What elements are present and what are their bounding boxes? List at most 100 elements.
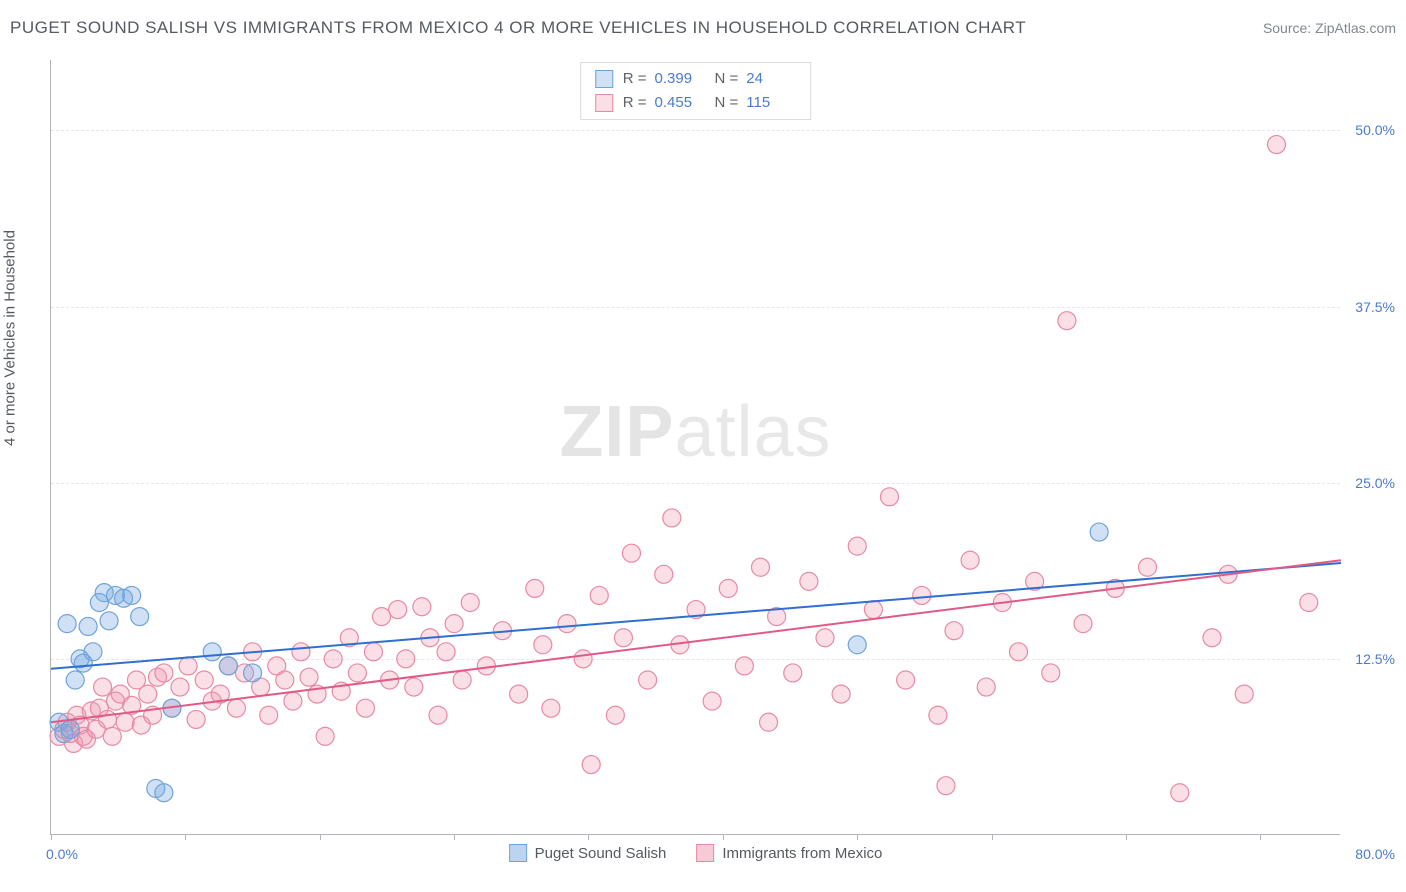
x-tick — [454, 834, 455, 840]
data-point — [574, 650, 592, 668]
data-point — [1203, 629, 1221, 647]
data-point — [195, 671, 213, 689]
data-point — [155, 664, 173, 682]
data-point — [590, 586, 608, 604]
legend-item-series2: Immigrants from Mexico — [696, 844, 882, 862]
data-point — [116, 713, 134, 731]
swatch-series2 — [595, 94, 613, 112]
swatch-series1 — [595, 70, 613, 88]
y-tick-label: 37.5% — [1355, 299, 1395, 315]
legend-row-series2: R = 0.455 N = 115 — [595, 91, 797, 115]
series-legend: Puget Sound Salish Immigrants from Mexic… — [509, 844, 883, 862]
data-point — [94, 678, 112, 696]
x-axis-min-label: 0.0% — [46, 846, 78, 862]
chart-plot-area: ZIPatlas R = 0.399 N = 24 R = 0.455 N = … — [50, 60, 1340, 835]
legend-row-series1: R = 0.399 N = 24 — [595, 67, 797, 91]
data-point — [1090, 523, 1108, 541]
data-point — [1042, 664, 1060, 682]
trend-line — [51, 563, 1341, 669]
data-point — [1300, 594, 1318, 612]
data-point — [848, 537, 866, 555]
data-point — [977, 678, 995, 696]
data-point — [881, 488, 899, 506]
data-point — [227, 699, 245, 717]
data-point — [937, 777, 955, 795]
data-point — [356, 699, 374, 717]
data-point — [348, 664, 366, 682]
data-point — [179, 657, 197, 675]
data-point — [582, 756, 600, 774]
swatch-series2-bottom — [696, 844, 714, 862]
x-tick — [1126, 834, 1127, 840]
data-point — [461, 594, 479, 612]
y-tick-label: 50.0% — [1355, 122, 1395, 138]
legend-item-series1: Puget Sound Salish — [509, 844, 667, 862]
data-point — [614, 629, 632, 647]
data-point — [61, 720, 79, 738]
data-point — [534, 636, 552, 654]
data-point — [103, 727, 121, 745]
x-tick — [723, 834, 724, 840]
data-point — [1139, 558, 1157, 576]
data-point — [1235, 685, 1253, 703]
data-point — [1268, 136, 1286, 154]
data-point — [663, 509, 681, 527]
data-point — [389, 601, 407, 619]
data-point — [760, 713, 778, 731]
x-tick — [857, 834, 858, 840]
data-point — [300, 668, 318, 686]
data-point — [800, 572, 818, 590]
scatter-plot-svg — [51, 60, 1340, 834]
y-tick-label: 25.0% — [1355, 475, 1395, 491]
data-point — [816, 629, 834, 647]
data-point — [961, 551, 979, 569]
y-tick-label: 12.5% — [1355, 651, 1395, 667]
x-tick — [1260, 834, 1261, 840]
data-point — [1074, 615, 1092, 633]
data-point — [864, 601, 882, 619]
data-point — [913, 586, 931, 604]
x-tick — [992, 834, 993, 840]
data-point — [413, 598, 431, 616]
correlation-legend: R = 0.399 N = 24 R = 0.455 N = 115 — [580, 62, 812, 120]
data-point — [558, 615, 576, 633]
x-axis-max-label: 80.0% — [1355, 846, 1395, 862]
data-point — [292, 643, 310, 661]
data-point — [203, 643, 221, 661]
data-point — [703, 692, 721, 710]
x-tick — [320, 834, 321, 840]
source-attribution: Source: ZipAtlas.com — [1263, 20, 1396, 36]
data-point — [1010, 643, 1028, 661]
data-point — [405, 678, 423, 696]
data-point — [155, 784, 173, 802]
data-point — [1171, 784, 1189, 802]
data-point — [1058, 312, 1076, 330]
data-point — [84, 643, 102, 661]
data-point — [445, 615, 463, 633]
data-point — [276, 671, 294, 689]
data-point — [219, 657, 237, 675]
y-axis-label: 4 or more Vehicles in Household — [2, 230, 19, 446]
data-point — [316, 727, 334, 745]
data-point — [66, 671, 84, 689]
data-point — [453, 671, 471, 689]
x-tick — [51, 834, 52, 840]
data-point — [945, 622, 963, 640]
data-point — [98, 710, 116, 728]
data-point — [324, 650, 342, 668]
data-point — [397, 650, 415, 668]
data-point — [139, 685, 157, 703]
data-point — [123, 586, 141, 604]
x-tick — [588, 834, 589, 840]
data-point — [131, 608, 149, 626]
trend-line — [51, 560, 1341, 722]
data-point — [752, 558, 770, 576]
data-point — [655, 565, 673, 583]
data-point — [100, 612, 118, 630]
data-point — [437, 643, 455, 661]
data-point — [639, 671, 657, 689]
data-point — [365, 643, 383, 661]
swatch-series1-bottom — [509, 844, 527, 862]
data-point — [929, 706, 947, 724]
data-point — [719, 579, 737, 597]
